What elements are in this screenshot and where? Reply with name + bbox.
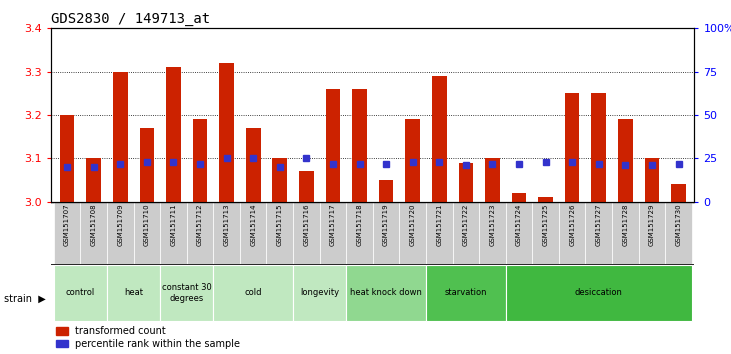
Text: constant 30
degrees: constant 30 degrees [162,283,211,303]
Bar [532,202,559,264]
Bar [193,119,208,202]
Bar [485,159,500,202]
Bar [618,119,632,202]
Text: GSM151723: GSM151723 [490,204,496,246]
Text: GSM151713: GSM151713 [224,204,230,246]
Bar [325,89,340,202]
Text: GSM151715: GSM151715 [277,204,283,246]
Bar [54,202,80,264]
Bar [80,202,107,264]
Bar [246,128,260,202]
Bar [506,202,532,264]
Text: heat knock down: heat knock down [350,289,422,297]
Text: GSM151721: GSM151721 [436,204,442,246]
Bar [346,202,373,264]
Text: control: control [66,289,95,297]
Text: GSM151707: GSM151707 [64,204,70,246]
Bar [293,202,319,264]
Bar [586,202,612,264]
Bar [267,202,293,264]
Text: heat: heat [124,289,143,297]
Bar [346,266,426,321]
Bar [406,119,420,202]
Bar [113,72,128,202]
Bar [352,89,367,202]
Text: GSM151711: GSM151711 [170,204,176,246]
Bar [186,202,213,264]
Bar [166,67,181,202]
Bar [458,163,473,202]
Bar [134,202,160,264]
Bar [107,266,160,321]
Text: GSM151727: GSM151727 [596,204,602,246]
Bar [671,184,686,202]
Bar [319,202,346,264]
Bar [591,93,606,202]
Bar [60,115,75,202]
Bar [426,266,506,321]
Text: GDS2830 / 149713_at: GDS2830 / 149713_at [51,12,211,26]
Bar [299,171,314,202]
Text: GSM151725: GSM151725 [542,204,548,246]
Bar [160,266,213,321]
Text: GSM151710: GSM151710 [144,204,150,246]
Text: GSM151726: GSM151726 [569,204,575,246]
Bar [140,128,154,202]
Bar [399,202,426,264]
Text: GSM151709: GSM151709 [117,204,124,246]
Bar [452,202,479,264]
Text: GSM151728: GSM151728 [622,204,629,246]
Text: GSM151712: GSM151712 [197,204,203,246]
Text: GSM151724: GSM151724 [516,204,522,246]
Bar [160,202,186,264]
Text: GSM151716: GSM151716 [303,204,309,246]
Bar [565,93,580,202]
Bar [559,202,586,264]
Bar [273,159,287,202]
Bar [379,180,393,202]
Bar [107,202,134,264]
Bar [54,266,107,321]
Bar [293,266,346,321]
Bar [432,76,447,202]
Bar [426,202,452,264]
Bar [512,193,526,202]
Text: GSM151722: GSM151722 [463,204,469,246]
Text: GSM151719: GSM151719 [383,204,389,246]
Bar [213,202,240,264]
Text: GSM151729: GSM151729 [649,204,655,246]
Bar [665,202,692,264]
Bar [479,202,506,264]
Bar [612,202,639,264]
Text: GSM151714: GSM151714 [250,204,256,246]
Bar [538,198,553,202]
Text: GSM151730: GSM151730 [675,204,681,246]
Text: starvation: starvation [444,289,487,297]
Bar [86,159,101,202]
Text: GSM151708: GSM151708 [91,204,96,246]
Bar [213,266,293,321]
Text: longevity: longevity [300,289,339,297]
Text: strain  ▶: strain ▶ [4,294,45,304]
Bar [219,63,234,202]
Text: cold: cold [244,289,262,297]
Text: desiccation: desiccation [575,289,623,297]
Legend: transformed count, percentile rank within the sample: transformed count, percentile rank withi… [56,326,240,349]
Text: GSM151720: GSM151720 [409,204,416,246]
Bar [373,202,399,264]
Bar [506,266,692,321]
Bar [240,202,267,264]
Text: GSM151717: GSM151717 [330,204,336,246]
Text: GSM151718: GSM151718 [357,204,363,246]
Bar [639,202,665,264]
Bar [645,159,659,202]
